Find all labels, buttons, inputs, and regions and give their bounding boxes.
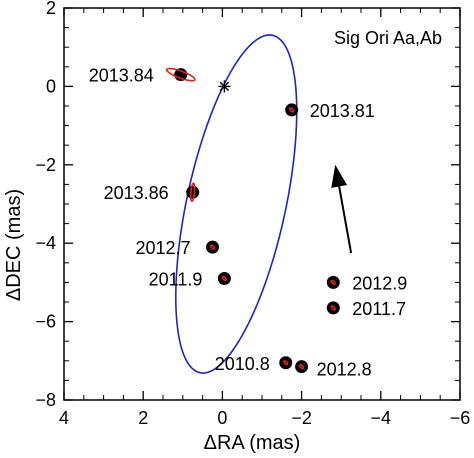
data-point bbox=[295, 360, 309, 374]
y-tick-label: −8 bbox=[35, 390, 56, 410]
orbit-ellipse bbox=[175, 34, 298, 374]
y-tick-label: 0 bbox=[46, 76, 56, 96]
error-ellipse bbox=[283, 360, 289, 366]
data-point bbox=[217, 271, 231, 285]
point-label: 2013.84 bbox=[89, 66, 154, 86]
y-tick-label: −4 bbox=[35, 233, 56, 253]
labels-layer: 2013.84 2013.81 2013.86 2012.7 2011.9 2012.9 2… bbox=[89, 66, 408, 380]
orbit-layer bbox=[175, 34, 298, 374]
data-point bbox=[206, 240, 219, 254]
data-point bbox=[326, 275, 340, 289]
x-tick-label: −6 bbox=[450, 408, 471, 428]
motion-arrow-head-icon bbox=[331, 164, 348, 188]
data-point bbox=[186, 185, 200, 199]
plot-axes: 4 2 0 −2 −4 −6 2 0 −2 −4 −6 −8 bbox=[35, 0, 470, 428]
x-tick-label: 4 bbox=[59, 408, 69, 428]
data-point bbox=[326, 301, 340, 315]
asterisk-stroke bbox=[219, 81, 230, 92]
error-ellipse bbox=[189, 182, 196, 203]
error-ellipse bbox=[298, 363, 305, 370]
x-tick-label: 2 bbox=[138, 408, 148, 428]
x-tick-label: 0 bbox=[217, 408, 227, 428]
x-axis-label: ΔRA (mas) bbox=[204, 432, 301, 454]
point-label: 2011.7 bbox=[352, 299, 406, 319]
error-ellipse bbox=[209, 244, 216, 250]
y-tick-label: 2 bbox=[46, 0, 56, 18]
point-label: 2010.8 bbox=[215, 354, 270, 374]
point-label: 2013.81 bbox=[310, 101, 375, 121]
y-tick-label: −2 bbox=[35, 155, 56, 175]
point-label: 2013.86 bbox=[104, 183, 169, 203]
point-label: 2011.9 bbox=[149, 269, 203, 289]
motion-arrow-shaft bbox=[338, 186, 353, 254]
error-ellipse bbox=[289, 107, 295, 113]
primary-star-icon bbox=[218, 80, 231, 93]
error-ellipse bbox=[330, 305, 336, 311]
data-point bbox=[285, 103, 299, 117]
chart-title: Sig Ori Aa,Ab bbox=[334, 28, 442, 48]
x-tick-label: −4 bbox=[371, 408, 392, 428]
data-point bbox=[279, 356, 293, 370]
x-tick-label: −2 bbox=[291, 408, 312, 428]
error-ellipse bbox=[330, 279, 336, 286]
point-label: 2012.8 bbox=[317, 360, 372, 380]
y-axis-label: ΔDEC (mas) bbox=[3, 189, 25, 301]
points-layer bbox=[165, 67, 340, 374]
y-tick-label: −6 bbox=[35, 312, 56, 332]
error-ellipse bbox=[221, 275, 228, 282]
error-ellipse bbox=[165, 67, 196, 82]
point-label: 2012.7 bbox=[135, 238, 190, 258]
point-label: 2012.9 bbox=[352, 273, 407, 293]
